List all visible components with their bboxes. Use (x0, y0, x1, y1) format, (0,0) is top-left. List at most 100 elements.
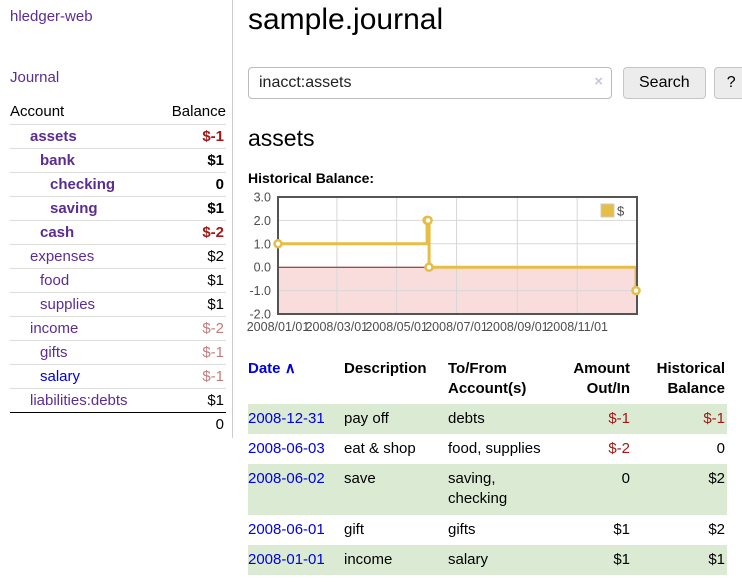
sidebar: hledger-web Journal Account Balance asse… (0, 0, 233, 438)
account-balance: $-2 (202, 224, 224, 241)
account-row: salary $-1 (10, 364, 226, 389)
account-link[interactable]: assets (30, 128, 77, 145)
transactions-header-amount: Amount Out/In (573, 360, 630, 398)
transaction-accounts: food, supplies (448, 439, 541, 457)
account-link[interactable]: cash (40, 224, 75, 241)
account-row: saving $1 (10, 196, 226, 221)
y-tick-label: -1.0 (249, 284, 271, 298)
account-balance: $1 (207, 296, 224, 313)
account-link[interactable]: food (40, 272, 70, 289)
account-link[interactable]: supplies (40, 296, 96, 313)
account-balance: $1 (207, 392, 224, 409)
transaction-description: gift (344, 520, 365, 538)
account-link[interactable]: salary (40, 368, 81, 385)
x-tick-label: 2008/09/01 (486, 320, 549, 334)
transaction-description: eat & shop (344, 439, 416, 457)
account-balance: $1 (207, 272, 224, 289)
transaction-description: pay off (344, 409, 389, 427)
transaction-amount: $-1 (608, 409, 630, 427)
sort-ascending-icon: ∧ (284, 360, 296, 377)
transactions-header-row: Date ∧ Description To/From Account(s) Am… (248, 357, 727, 404)
account-link[interactable]: expenses (30, 248, 95, 265)
search-box: × (248, 67, 612, 99)
account-row: income $-2 (10, 316, 226, 341)
y-tick-label: -2.0 (249, 308, 271, 322)
account-title: assets (248, 125, 315, 151)
accounts-table: Account Balance assets $-1 bank $1 checking 0… (10, 100, 226, 436)
transaction-amount: 0 (621, 470, 630, 487)
account-row: bank $1 (10, 148, 226, 173)
transaction-amount: $-2 (608, 439, 630, 457)
y-tick-label: 3.0 (254, 191, 271, 205)
nav-journal-link[interactable]: Journal (10, 69, 60, 86)
transaction-date-link[interactable]: 2008-06-03 (248, 439, 325, 457)
data-point-marker (423, 215, 433, 226)
transaction-balance: $2 (708, 520, 725, 538)
x-tick-label: 2008/11/01 (546, 320, 608, 334)
account-link[interactable]: gifts (40, 344, 68, 361)
main-content: sample.journal × Search ? assets Histori… (233, 0, 742, 575)
account-balance: $-1 (202, 344, 224, 361)
transactions-table: Date ∧ Description To/From Account(s) Am… (248, 357, 727, 575)
data-point-marker (273, 239, 283, 249)
transaction-amount: $1 (613, 520, 630, 538)
legend-swatch (600, 203, 615, 218)
clear-search-icon[interactable]: × (594, 73, 603, 90)
accounts-header-account: Account (10, 103, 65, 120)
transaction-date-link[interactable]: 2008-12-31 (248, 409, 325, 427)
transaction-row: 2008-06-01 gift gifts $1 $2 (248, 515, 727, 545)
plot-border (277, 196, 638, 315)
transactions-header-accounts: To/From Account(s) (448, 360, 527, 398)
account-link[interactable]: income (30, 320, 79, 337)
account-balance: $1 (207, 152, 224, 169)
account-row: checking 0 (10, 172, 226, 197)
transaction-description: save (344, 470, 376, 487)
legend-label: $ (617, 204, 625, 219)
transaction-date-link[interactable]: 2008-06-02 (248, 470, 325, 487)
transaction-date-link[interactable]: 2008-01-01 (248, 550, 325, 568)
account-balance: $-1 (202, 128, 224, 145)
transactions-header-balance: Historical Balance (656, 360, 725, 398)
transaction-accounts: salary (448, 550, 489, 568)
accounts-total-balance: 0 (215, 416, 224, 433)
transaction-row: 2008-12-31 pay off debts $-1 $-1 (248, 403, 727, 434)
transaction-balance: 0 (716, 439, 725, 457)
transaction-amount: $1 (613, 550, 630, 568)
account-row: gifts $-1 (10, 340, 226, 365)
x-tick-label: 2008/01/01 (247, 320, 310, 334)
sort-by-date-link[interactable]: Date ∧ (248, 360, 296, 377)
transaction-date-link[interactable]: 2008-06-01 (248, 520, 325, 538)
account-link[interactable]: checking (50, 176, 116, 193)
transaction-row: 2008-06-03 eat & shop food, supplies $-2 0 (248, 434, 727, 464)
help-button[interactable]: ? (713, 67, 742, 99)
historical-balance-chart: 3.0 2.0 1.0 0.0 -1.0 -2.02008/01/012008/03/01… (247, 191, 641, 334)
account-link[interactable]: bank (40, 152, 76, 169)
account-row: cash $-2 (10, 220, 226, 245)
account-link[interactable]: saving (50, 200, 98, 217)
chart-container: 3.0 2.0 1.0 0.0 -1.0 -2.0 2008/01/01 2008/03/01… (247, 191, 742, 337)
search-button[interactable]: Search (623, 67, 706, 99)
transaction-balance: $2 (708, 470, 725, 487)
x-tick-label: 2008/05/01 (365, 320, 428, 334)
account-row: liabilities:debts $1 (10, 388, 226, 413)
account-row: food $1 (10, 268, 226, 293)
accounts-header-balance: Balance (171, 103, 226, 120)
account-link[interactable]: liabilities:debts (30, 392, 128, 409)
y-tick-label: 2.0 (254, 214, 271, 228)
y-tick-label: 0.0 (254, 261, 271, 275)
app-brand-link[interactable]: hledger-web (10, 8, 93, 25)
search-input[interactable] (248, 67, 612, 99)
account-balance: $2 (207, 248, 224, 265)
transaction-accounts: saving, checking (448, 470, 508, 508)
account-row: assets $-1 (10, 124, 226, 149)
account-row: supplies $1 (10, 292, 226, 317)
accounts-table-header: Account Balance (10, 100, 226, 125)
data-point-marker (631, 285, 641, 296)
transaction-balance: $1 (708, 550, 725, 568)
transactions-header-date[interactable]: Date ∧ (248, 357, 344, 404)
account-balance: $1 (207, 200, 224, 217)
account-balance: $-1 (202, 368, 224, 385)
transactions-header-description: Description (344, 360, 427, 377)
account-balance: $-2 (202, 320, 224, 337)
